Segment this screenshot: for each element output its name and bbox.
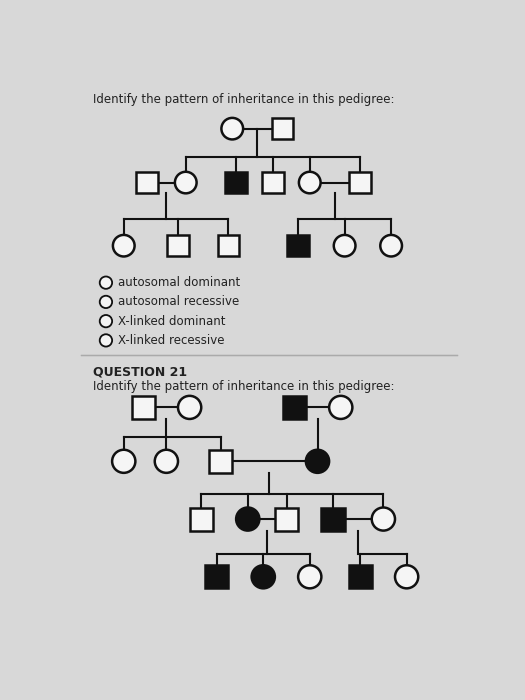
Bar — [321, 508, 344, 531]
Bar — [287, 235, 309, 256]
Bar — [209, 450, 232, 473]
Text: QUESTION 21: QUESTION 21 — [93, 365, 187, 378]
Circle shape — [222, 118, 243, 139]
Circle shape — [100, 295, 112, 308]
Circle shape — [112, 450, 135, 473]
Circle shape — [372, 508, 395, 531]
Circle shape — [178, 396, 201, 419]
Bar — [205, 566, 228, 588]
Bar — [225, 172, 247, 193]
Circle shape — [299, 172, 321, 193]
Bar — [349, 172, 371, 193]
Bar — [190, 508, 213, 531]
Text: X-linked recessive: X-linked recessive — [118, 334, 225, 347]
Circle shape — [329, 396, 352, 419]
Bar — [136, 172, 158, 193]
Text: Identify the pattern of inheritance in this pedigree:: Identify the pattern of inheritance in t… — [93, 93, 394, 106]
Text: autosomal dominant: autosomal dominant — [118, 276, 240, 289]
Circle shape — [100, 276, 112, 289]
Text: X-linked dominant: X-linked dominant — [118, 315, 226, 328]
Bar — [282, 396, 306, 419]
Circle shape — [298, 566, 321, 588]
Circle shape — [100, 335, 112, 346]
Bar — [272, 118, 293, 139]
Circle shape — [380, 235, 402, 256]
Circle shape — [395, 566, 418, 588]
Circle shape — [236, 508, 259, 531]
Bar — [349, 566, 372, 588]
Bar — [167, 235, 189, 256]
Circle shape — [334, 235, 355, 256]
Text: autosomal recessive: autosomal recessive — [118, 295, 239, 309]
Circle shape — [306, 450, 329, 473]
Bar — [262, 172, 284, 193]
Circle shape — [155, 450, 178, 473]
Circle shape — [251, 566, 275, 588]
Bar — [131, 396, 155, 419]
Circle shape — [100, 315, 112, 328]
Text: Identify the pattern of inheritance in this pedigree:: Identify the pattern of inheritance in t… — [93, 381, 394, 393]
Bar — [217, 235, 239, 256]
Bar — [275, 508, 298, 531]
Circle shape — [175, 172, 196, 193]
Circle shape — [113, 235, 134, 256]
